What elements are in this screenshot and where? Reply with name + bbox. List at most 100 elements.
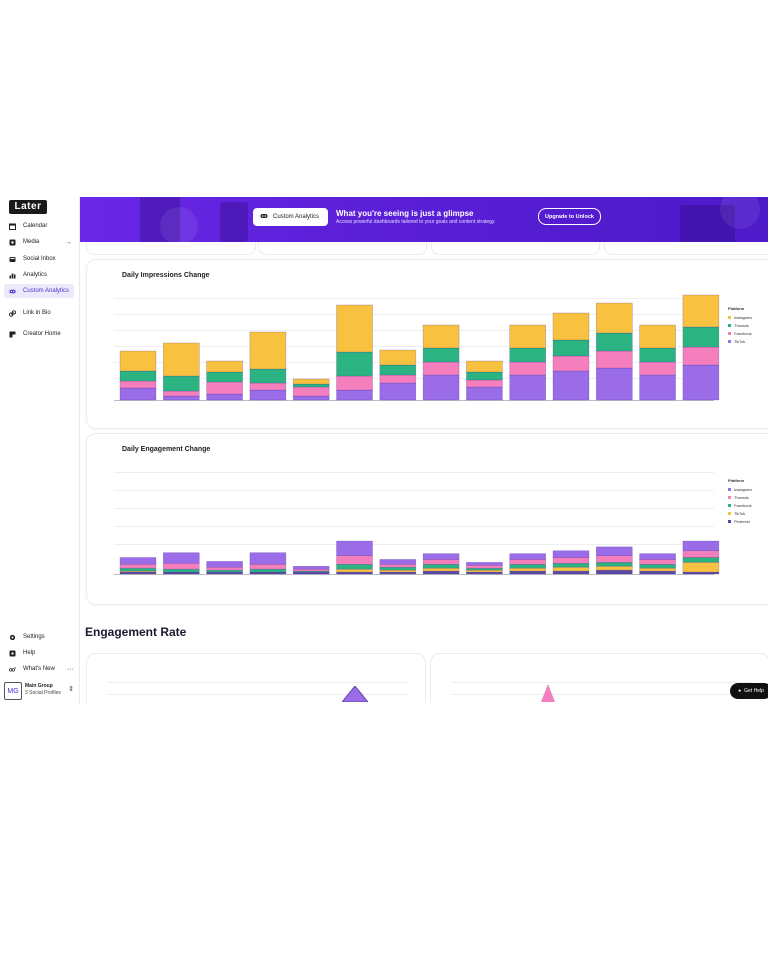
bar-segment-green-2[interactable] xyxy=(163,568,200,573)
bar-segment-yellow-8[interactable] xyxy=(422,567,460,572)
bar-segment-bottom-6[interactable] xyxy=(336,389,373,401)
bar-segment-pink-7[interactable] xyxy=(379,374,417,384)
bar-segment-purple-7[interactable] xyxy=(379,559,417,565)
profile-switcher[interactable]: MG Main Group 3 Social Profiles ⇕ xyxy=(4,682,76,701)
bar-segment-purple-4[interactable] xyxy=(249,552,287,565)
bar-segment-purple-8[interactable] xyxy=(422,553,460,560)
sidebar-item-custom-analytics[interactable]: Custom Analytics xyxy=(4,284,74,298)
legend-item-instagram[interactable]: Instagram xyxy=(728,315,752,320)
bar-segment-bottom-9[interactable] xyxy=(466,386,503,401)
bar-segment-pink-6[interactable] xyxy=(336,555,373,565)
bar-segment-purple-10[interactable] xyxy=(509,553,547,560)
more-icon[interactable]: ··· xyxy=(67,665,74,673)
bar-segment-green-12[interactable] xyxy=(595,332,633,352)
bar-segment-green-14[interactable] xyxy=(682,326,720,348)
bar-segment-yellow-11[interactable] xyxy=(552,566,590,572)
bar-segment-bottom-2[interactable] xyxy=(163,395,200,401)
sidebar-item-analytics[interactable]: Analytics xyxy=(4,268,74,282)
legend-item-facebook[interactable]: Facebook xyxy=(728,503,752,508)
bar-segment-purple-3[interactable] xyxy=(206,561,243,568)
bar-segment-green-12[interactable] xyxy=(595,562,633,567)
bar-segment-pink-2[interactable] xyxy=(163,563,200,570)
bar-segment-yellow-14[interactable] xyxy=(682,294,720,328)
bar-segment-dark-8[interactable] xyxy=(422,570,460,575)
bar-segment-yellow-3[interactable] xyxy=(206,360,243,373)
bar-segment-pink-9[interactable] xyxy=(466,379,503,388)
sidebar-item-link-in-bio[interactable]: Link in Bio xyxy=(4,306,74,320)
bar-segment-green-4[interactable] xyxy=(249,368,287,384)
bar-segment-dark-13[interactable] xyxy=(639,570,676,575)
bar-segment-green-6[interactable] xyxy=(336,351,373,377)
bar-segment-bottom-12[interactable] xyxy=(595,367,633,401)
bar-segment-purple-5[interactable] xyxy=(292,565,330,570)
bar-segment-bottom-4[interactable] xyxy=(249,389,287,401)
bar-segment-bottom-1[interactable] xyxy=(119,387,157,401)
bar-segment-green-6[interactable] xyxy=(336,564,373,570)
bar-segment-purple-9[interactable] xyxy=(466,562,503,566)
bar-segment-bottom-11[interactable] xyxy=(552,370,590,401)
bar-segment-pink-8[interactable] xyxy=(422,361,460,376)
bar-segment-dark-12[interactable] xyxy=(595,569,633,575)
bar-segment-pink-13[interactable] xyxy=(639,559,676,565)
bar-segment-yellow-11[interactable] xyxy=(552,312,590,341)
bar-segment-bottom-7[interactable] xyxy=(379,382,417,401)
bar-segment-bottom-8[interactable] xyxy=(422,374,460,401)
bar-segment-pink-10[interactable] xyxy=(509,559,547,565)
bar-segment-bottom-10[interactable] xyxy=(509,374,547,401)
bar-segment-green-1[interactable] xyxy=(119,370,157,382)
bar-segment-yellow-13[interactable] xyxy=(639,324,676,349)
bar-segment-green-11[interactable] xyxy=(552,339,590,357)
bar-segment-yellow-5[interactable] xyxy=(292,378,330,385)
bar-segment-green-5[interactable] xyxy=(292,383,330,388)
bar-segment-pink-1[interactable] xyxy=(119,564,157,569)
legend-item-threads[interactable]: Threads xyxy=(728,323,752,328)
bar-segment-pink-13[interactable] xyxy=(639,361,676,376)
bar-segment-green-4[interactable] xyxy=(249,568,287,573)
bar-segment-yellow-10[interactable] xyxy=(509,567,547,572)
bar-segment-pink-8[interactable] xyxy=(422,559,460,565)
sidebar-item-social-inbox[interactable]: Social Inbox xyxy=(4,252,74,266)
bar-segment-yellow-4[interactable] xyxy=(249,331,287,370)
bar-segment-pink-14[interactable] xyxy=(682,550,720,558)
bar-segment-yellow-12[interactable] xyxy=(595,302,633,334)
bar-segment-dark-10[interactable] xyxy=(509,570,547,575)
bar-segment-pink-4[interactable] xyxy=(249,382,287,391)
bar-segment-purple-12[interactable] xyxy=(595,546,633,556)
bar-segment-bottom-14[interactable] xyxy=(682,364,720,401)
bar-segment-purple-13[interactable] xyxy=(639,553,676,560)
bar-segment-yellow-6[interactable] xyxy=(336,304,373,353)
bar-segment-pink-5[interactable] xyxy=(292,386,330,397)
get-help-button[interactable]: ● Get Help xyxy=(730,683,768,699)
bar-segment-purple-11[interactable] xyxy=(552,550,590,558)
sidebar-item-whats-new[interactable]: What's New ··· xyxy=(4,663,76,675)
bar-segment-bottom-3[interactable] xyxy=(206,393,243,401)
bar-segment-green-13[interactable] xyxy=(639,347,676,363)
bar-segment-pink-4[interactable] xyxy=(249,564,287,570)
bar-segment-yellow-12[interactable] xyxy=(595,565,633,571)
later-logo[interactable]: Later xyxy=(9,200,47,214)
sidebar-item-help[interactable]: Help xyxy=(4,647,76,659)
bar-segment-pink-7[interactable] xyxy=(379,564,417,568)
bar-segment-pink-2[interactable] xyxy=(163,390,200,397)
bar-segment-yellow-7[interactable] xyxy=(379,349,417,366)
bar-segment-green-2[interactable] xyxy=(163,375,200,392)
bar-segment-bottom-5[interactable] xyxy=(292,395,330,401)
legend-item-threads[interactable]: Threads xyxy=(728,495,752,500)
bar-segment-yellow-9[interactable] xyxy=(466,360,503,373)
bar-segment-purple-14[interactable] xyxy=(682,540,720,552)
sidebar-item-creator-home[interactable]: Creator Home xyxy=(4,327,74,341)
bar-segment-dark-11[interactable] xyxy=(552,570,590,575)
bar-segment-green-8[interactable] xyxy=(422,564,460,569)
bar-segment-yellow-1[interactable] xyxy=(119,350,157,372)
bar-segment-green-7[interactable] xyxy=(379,566,417,571)
legend-item-instagram[interactable]: Instagram xyxy=(728,487,752,492)
bar-segment-green-7[interactable] xyxy=(379,364,417,376)
legend-item-tiktok[interactable]: TikTok xyxy=(728,511,752,516)
bar-segment-purple-2[interactable] xyxy=(163,552,200,564)
bar-segment-green-9[interactable] xyxy=(466,371,503,381)
legend-item-pinterest[interactable]: Pinterest xyxy=(728,519,752,524)
legend-item-tiktok[interactable]: TikTok xyxy=(728,339,752,344)
bar-segment-yellow-13[interactable] xyxy=(639,567,676,572)
bar-segment-yellow-10[interactable] xyxy=(509,324,547,349)
bar-segment-green-14[interactable] xyxy=(682,557,720,563)
